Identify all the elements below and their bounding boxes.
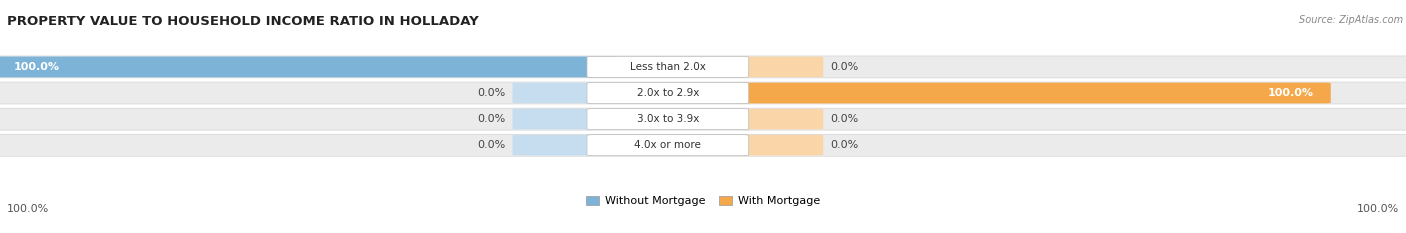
FancyBboxPatch shape xyxy=(588,109,748,130)
FancyBboxPatch shape xyxy=(0,134,1406,156)
FancyBboxPatch shape xyxy=(0,57,617,77)
FancyBboxPatch shape xyxy=(512,135,599,155)
Legend: Without Mortgage, With Mortgage: Without Mortgage, With Mortgage xyxy=(582,192,824,211)
FancyBboxPatch shape xyxy=(738,109,823,129)
Text: 100.0%: 100.0% xyxy=(7,204,49,214)
Text: 0.0%: 0.0% xyxy=(830,140,859,150)
Text: 3.0x to 3.9x: 3.0x to 3.9x xyxy=(637,114,699,124)
Text: Less than 2.0x: Less than 2.0x xyxy=(630,62,706,72)
Text: 0.0%: 0.0% xyxy=(477,114,506,124)
FancyBboxPatch shape xyxy=(737,83,1330,103)
Text: 2.0x to 2.9x: 2.0x to 2.9x xyxy=(637,88,699,98)
FancyBboxPatch shape xyxy=(738,135,823,155)
FancyBboxPatch shape xyxy=(588,82,748,103)
FancyBboxPatch shape xyxy=(588,56,748,77)
Text: 0.0%: 0.0% xyxy=(477,88,506,98)
Text: 0.0%: 0.0% xyxy=(477,140,506,150)
FancyBboxPatch shape xyxy=(512,83,599,103)
FancyBboxPatch shape xyxy=(0,82,1406,104)
Text: PROPERTY VALUE TO HOUSEHOLD INCOME RATIO IN HOLLADAY: PROPERTY VALUE TO HOUSEHOLD INCOME RATIO… xyxy=(7,15,479,28)
FancyBboxPatch shape xyxy=(512,109,599,129)
FancyBboxPatch shape xyxy=(0,108,1406,130)
Text: 4.0x or more: 4.0x or more xyxy=(634,140,702,150)
FancyBboxPatch shape xyxy=(738,57,823,77)
Text: 100.0%: 100.0% xyxy=(1268,88,1313,98)
Text: 100.0%: 100.0% xyxy=(1357,204,1399,214)
Text: Source: ZipAtlas.com: Source: ZipAtlas.com xyxy=(1299,15,1403,25)
Text: 0.0%: 0.0% xyxy=(830,62,859,72)
Text: 0.0%: 0.0% xyxy=(830,114,859,124)
FancyBboxPatch shape xyxy=(0,56,1406,78)
FancyBboxPatch shape xyxy=(588,135,748,156)
Text: 100.0%: 100.0% xyxy=(14,62,60,72)
